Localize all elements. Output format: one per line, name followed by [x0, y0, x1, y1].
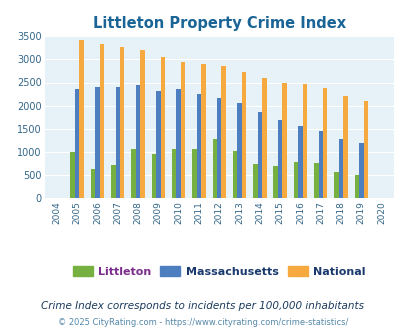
Bar — [181, 62, 185, 198]
Text: © 2025 CityRating.com - https://www.cityrating.com/crime-statistics/: © 2025 CityRating.com - https://www.city… — [58, 318, 347, 327]
Bar — [257, 112, 262, 198]
Bar — [302, 84, 307, 198]
Bar — [237, 103, 241, 198]
Bar — [79, 40, 83, 198]
Legend: Littleton, Massachusetts, National: Littleton, Massachusetts, National — [68, 262, 369, 281]
Bar — [282, 82, 286, 198]
Bar — [70, 152, 75, 198]
Bar — [241, 72, 245, 198]
Bar — [100, 44, 104, 198]
Bar — [115, 87, 120, 198]
Bar — [212, 139, 216, 198]
Bar — [131, 149, 135, 198]
Bar — [262, 78, 266, 198]
Bar — [192, 149, 196, 198]
Bar — [75, 88, 79, 198]
Bar — [176, 89, 181, 198]
Bar — [322, 88, 327, 198]
Text: Crime Index corresponds to incidents per 100,000 inhabitants: Crime Index corresponds to incidents per… — [41, 301, 364, 311]
Bar — [216, 98, 221, 198]
Bar — [221, 66, 226, 198]
Bar — [120, 47, 124, 198]
Bar — [354, 175, 358, 198]
Bar — [253, 164, 257, 198]
Bar — [135, 85, 140, 198]
Bar — [95, 87, 99, 198]
Bar — [334, 172, 338, 198]
Bar — [232, 151, 237, 198]
Bar — [363, 101, 367, 198]
Bar — [156, 91, 160, 198]
Bar — [160, 57, 164, 198]
Bar — [200, 64, 205, 198]
Bar — [91, 169, 95, 198]
Bar — [111, 165, 115, 198]
Bar — [313, 163, 318, 198]
Bar — [273, 166, 277, 198]
Bar — [140, 50, 144, 198]
Bar — [196, 94, 200, 198]
Bar — [343, 96, 347, 198]
Bar — [277, 120, 282, 198]
Bar — [318, 131, 322, 198]
Bar — [293, 162, 297, 198]
Bar — [338, 139, 343, 198]
Bar — [298, 126, 302, 198]
Bar — [358, 144, 363, 198]
Title: Littleton Property Crime Index: Littleton Property Crime Index — [92, 16, 345, 31]
Bar — [172, 148, 176, 198]
Bar — [151, 154, 156, 198]
